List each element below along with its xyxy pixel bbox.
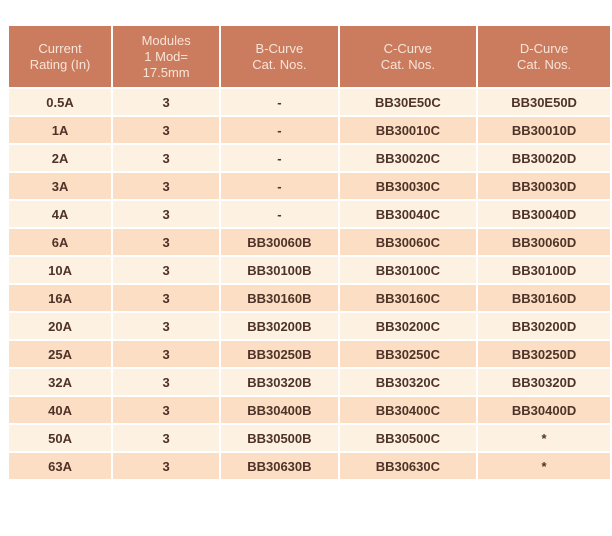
table-cell-current-rating: 20A [9,313,112,339]
table-cell-b-curve: BB30400B [221,397,338,423]
table-cell-modules: 3 [113,117,220,143]
table-cell-b-curve: - [221,201,338,227]
table-cell-b-curve: BB30060B [221,229,338,255]
table-row: 25A 3 BB30250B BB30250C BB30250D [9,341,610,367]
column-header-b-curve: B-Curve Cat. Nos. [221,26,338,87]
column-header-c-curve: C-Curve Cat. Nos. [339,26,477,87]
table-cell-b-curve: BB30630B [221,453,338,479]
table-cell-d-curve: BB30060D [478,229,610,255]
mcb-catalog-table: Current Rating (In) Modules 1 Mod= 17.5mm B-C… [7,24,612,481]
table-cell-current-rating: 0.5A [9,89,112,115]
table-cell-current-rating: 4A [9,201,112,227]
table-cell-modules: 3 [113,201,220,227]
table-cell-current-rating: 40A [9,397,112,423]
table-cell-modules: 3 [113,425,220,451]
table-cell-modules: 3 [113,257,220,283]
table-cell-current-rating: 3A [9,173,112,199]
table-cell-b-curve: - [221,173,338,199]
table-cell-modules: 3 [113,313,220,339]
table-cell-current-rating: 63A [9,453,112,479]
table-cell-c-curve: BB30320C [339,369,477,395]
table-cell-d-curve: BB30400D [478,397,610,423]
table-cell-d-curve: BB30320D [478,369,610,395]
table-row: 20A 3 BB30200B BB30200C BB30200D [9,313,610,339]
table-cell-c-curve: BB30060C [339,229,477,255]
table-cell-current-rating: 25A [9,341,112,367]
column-header-d-curve: D-Curve Cat. Nos. [478,26,610,87]
table-cell-b-curve: BB30160B [221,285,338,311]
table-cell-b-curve: - [221,89,338,115]
table-cell-current-rating: 10A [9,257,112,283]
table-cell-b-curve: BB30100B [221,257,338,283]
header-row: Current Rating (In) Modules 1 Mod= 17.5mm B-C… [9,26,610,87]
table-cell-d-curve: BB30040D [478,201,610,227]
table-cell-c-curve: BB30010C [339,117,477,143]
table-row: 63A 3 BB30630B BB30630C * [9,453,610,479]
table-cell-b-curve: - [221,117,338,143]
table-row: 0.5A 3- BB30E50C BB30E50D [9,89,610,115]
table-row: 32A 3 BB30320B BB30320C BB30320D [9,369,610,395]
table-row: 2A 3- BB30020C BB30020D [9,145,610,171]
table-row: 10A 3 BB30100B BB30100C BB30100D [9,257,610,283]
table-cell-d-curve: BB30200D [478,313,610,339]
table-cell-b-curve: BB30500B [221,425,338,451]
table-cell-c-curve: BB30160C [339,285,477,311]
table-cell-modules: 3 [113,369,220,395]
table-cell-d-curve: BB30020D [478,145,610,171]
table-cell-d-curve: * [478,425,610,451]
table-cell-c-curve: BB30500C [339,425,477,451]
table-cell-c-curve: BB30400C [339,397,477,423]
table-row: 1A 3- BB30010C BB30010D [9,117,610,143]
table-row: 6A 3 BB30060B BB30060C BB30060D [9,229,610,255]
table-cell-b-curve: - [221,145,338,171]
table-cell-d-curve: BB30100D [478,257,610,283]
table-cell-b-curve: BB30320B [221,369,338,395]
table-cell-c-curve: BB30E50C [339,89,477,115]
table-cell-b-curve: BB30200B [221,313,338,339]
table-cell-current-rating: 50A [9,425,112,451]
table-cell-c-curve: BB30100C [339,257,477,283]
table-cell-c-curve: BB30040C [339,201,477,227]
table-cell-current-rating: 16A [9,285,112,311]
table-cell-d-curve: * [478,453,610,479]
table-header: Current Rating (In) Modules 1 Mod= 17.5mm B-C… [9,26,610,87]
column-header-modules: Modules 1 Mod= 17.5mm [113,26,220,87]
catalog-table-container: Current Rating (In) Modules 1 Mod= 17.5mm B-C… [7,24,612,481]
table-cell-d-curve: BB30250D [478,341,610,367]
table-cell-current-rating: 6A [9,229,112,255]
table-cell-modules: 3 [113,341,220,367]
table-cell-c-curve: BB30200C [339,313,477,339]
table-cell-current-rating: 32A [9,369,112,395]
table-body: 0.5A 3- BB30E50C BB30E50D 1A 3- BB30010C BB3001… [9,89,610,479]
table-row: 4A 3- BB30040C BB30040D [9,201,610,227]
table-row: 50A 3 BB30500B BB30500C * [9,425,610,451]
table-cell-modules: 3 [113,453,220,479]
table-cell-d-curve: BB30160D [478,285,610,311]
table-cell-c-curve: BB30630C [339,453,477,479]
table-cell-d-curve: BB30010D [478,117,610,143]
table-cell-c-curve: BB30250C [339,341,477,367]
table-cell-modules: 3 [113,145,220,171]
table-cell-modules: 3 [113,89,220,115]
table-cell-d-curve: BB30E50D [478,89,610,115]
table-row: 3A 3- BB30030C BB30030D [9,173,610,199]
table-cell-modules: 3 [113,397,220,423]
table-cell-current-rating: 2A [9,145,112,171]
table-cell-modules: 3 [113,173,220,199]
table-row: 16A 3 BB30160B BB30160C BB30160D [9,285,610,311]
table-cell-c-curve: BB30030C [339,173,477,199]
table-cell-b-curve: BB30250B [221,341,338,367]
table-row: 40A 3 BB30400B BB30400C BB30400D [9,397,610,423]
table-cell-current-rating: 1A [9,117,112,143]
table-cell-d-curve: BB30030D [478,173,610,199]
table-cell-modules: 3 [113,229,220,255]
table-cell-c-curve: BB30020C [339,145,477,171]
column-header-current-rating: Current Rating (In) [9,26,112,87]
table-cell-modules: 3 [113,285,220,311]
